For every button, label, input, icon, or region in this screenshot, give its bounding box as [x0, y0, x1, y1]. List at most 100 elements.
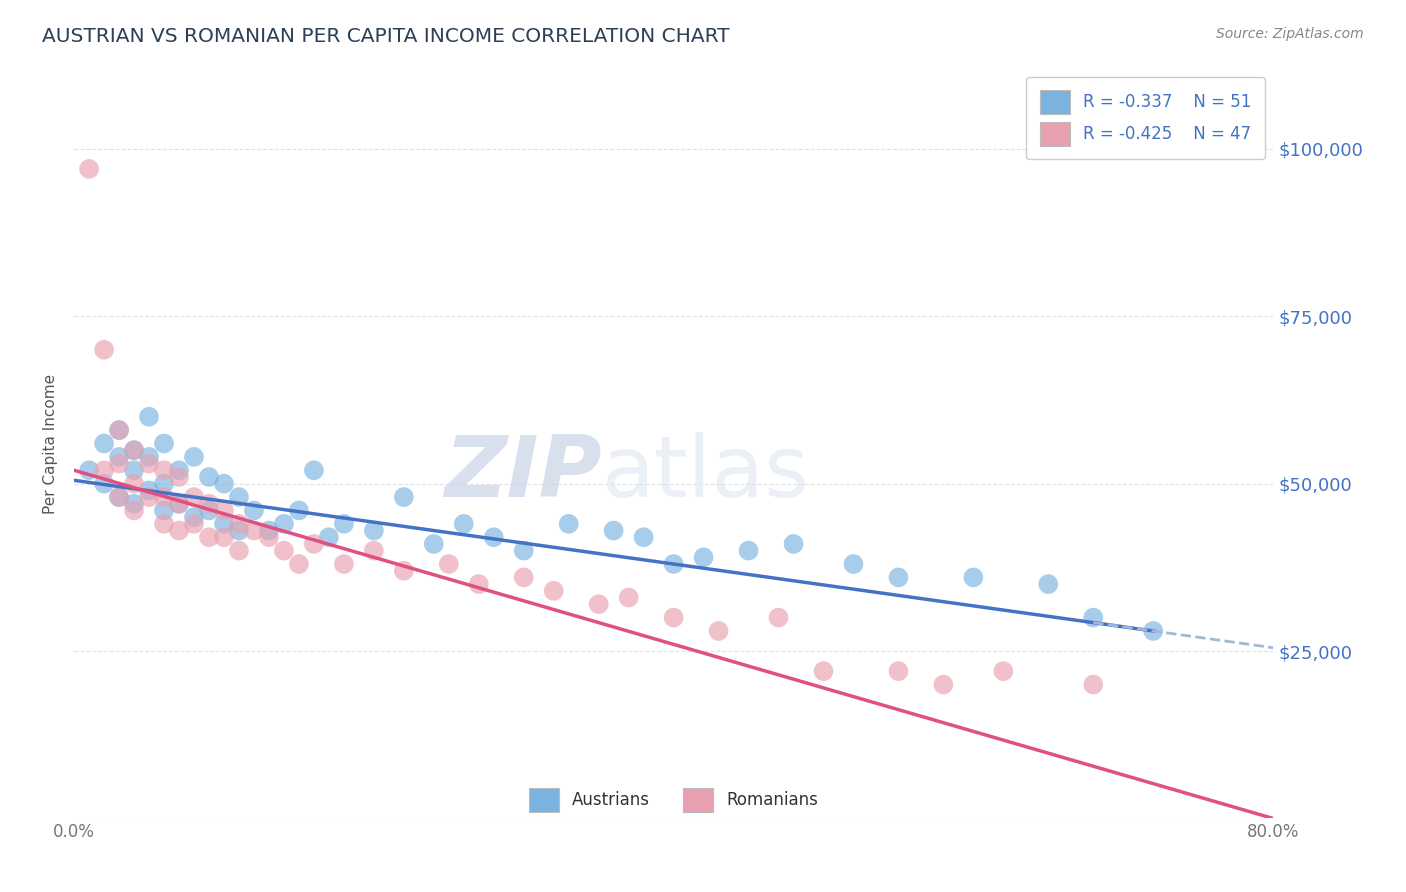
Point	[392, 564, 415, 578]
Point	[842, 557, 865, 571]
Point	[692, 550, 714, 565]
Point	[77, 161, 100, 176]
Point	[557, 516, 579, 531]
Point	[183, 510, 205, 524]
Text: Source: ZipAtlas.com: Source: ZipAtlas.com	[1216, 27, 1364, 41]
Point	[122, 497, 145, 511]
Point	[212, 516, 235, 531]
Point	[363, 524, 385, 538]
Point	[633, 530, 655, 544]
Point	[782, 537, 804, 551]
Point	[167, 470, 190, 484]
Point	[437, 557, 460, 571]
Point	[1038, 577, 1060, 591]
Point	[302, 463, 325, 477]
Point	[183, 490, 205, 504]
Point	[122, 463, 145, 477]
Point	[602, 524, 624, 538]
Point	[273, 516, 295, 531]
Point	[228, 490, 250, 504]
Point	[138, 483, 160, 498]
Point	[737, 543, 759, 558]
Point	[108, 423, 131, 437]
Point	[513, 570, 536, 584]
Point	[243, 524, 266, 538]
Point	[662, 557, 685, 571]
Point	[513, 543, 536, 558]
Point	[122, 443, 145, 458]
Point	[198, 503, 221, 517]
Point	[543, 583, 565, 598]
Point	[617, 591, 640, 605]
Point	[453, 516, 475, 531]
Point	[167, 524, 190, 538]
Point	[153, 516, 176, 531]
Point	[108, 490, 131, 504]
Point	[183, 450, 205, 464]
Point	[768, 610, 790, 624]
Point	[468, 577, 491, 591]
Point	[288, 503, 311, 517]
Point	[138, 457, 160, 471]
Point	[122, 476, 145, 491]
Point	[318, 530, 340, 544]
Point	[153, 436, 176, 450]
Point	[588, 597, 610, 611]
Point	[212, 476, 235, 491]
Point	[363, 543, 385, 558]
Point	[153, 503, 176, 517]
Point	[228, 543, 250, 558]
Point	[153, 490, 176, 504]
Point	[333, 557, 356, 571]
Point	[153, 476, 176, 491]
Point	[108, 423, 131, 437]
Point	[138, 450, 160, 464]
Point	[167, 463, 190, 477]
Point	[212, 503, 235, 517]
Point	[962, 570, 984, 584]
Point	[243, 503, 266, 517]
Point	[122, 503, 145, 517]
Y-axis label: Per Capita Income: Per Capita Income	[44, 374, 58, 514]
Point	[108, 490, 131, 504]
Text: AUSTRIAN VS ROMANIAN PER CAPITA INCOME CORRELATION CHART: AUSTRIAN VS ROMANIAN PER CAPITA INCOME C…	[42, 27, 730, 45]
Point	[333, 516, 356, 531]
Point	[993, 664, 1015, 678]
Point	[167, 497, 190, 511]
Point	[108, 450, 131, 464]
Point	[198, 530, 221, 544]
Point	[138, 490, 160, 504]
Point	[212, 530, 235, 544]
Point	[392, 490, 415, 504]
Point	[77, 463, 100, 477]
Point	[138, 409, 160, 424]
Point	[122, 443, 145, 458]
Point	[257, 530, 280, 544]
Point	[257, 524, 280, 538]
Point	[887, 570, 910, 584]
Text: ZIP: ZIP	[444, 432, 602, 515]
Point	[183, 516, 205, 531]
Point	[1083, 677, 1105, 691]
Point	[813, 664, 835, 678]
Point	[288, 557, 311, 571]
Point	[198, 497, 221, 511]
Point	[228, 524, 250, 538]
Point	[482, 530, 505, 544]
Point	[707, 624, 730, 638]
Point	[228, 516, 250, 531]
Point	[273, 543, 295, 558]
Point	[93, 463, 115, 477]
Point	[662, 610, 685, 624]
Point	[1083, 610, 1105, 624]
Point	[93, 343, 115, 357]
Point	[302, 537, 325, 551]
Point	[93, 476, 115, 491]
Legend: Austrians, Romanians: Austrians, Romanians	[516, 775, 832, 825]
Text: atlas: atlas	[602, 432, 810, 515]
Point	[932, 677, 955, 691]
Point	[153, 463, 176, 477]
Point	[108, 457, 131, 471]
Point	[423, 537, 446, 551]
Point	[167, 497, 190, 511]
